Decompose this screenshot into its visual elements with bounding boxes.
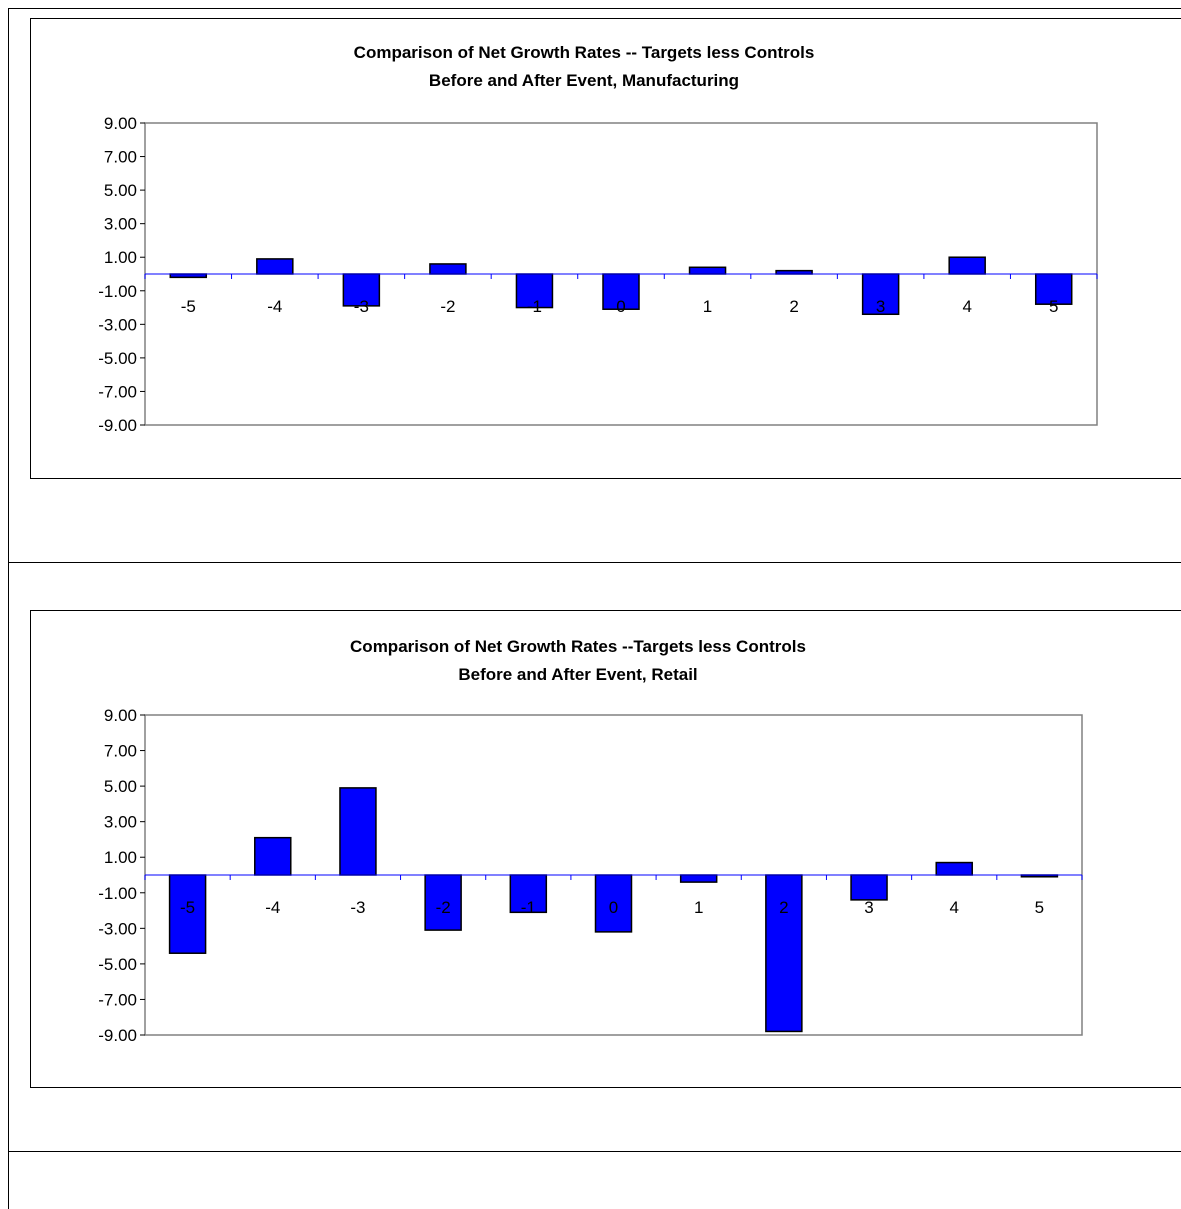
x-tick-label: -3 xyxy=(354,297,369,316)
x-tick-label: 1 xyxy=(694,898,703,917)
bar xyxy=(424,874,462,931)
section-divider xyxy=(8,562,1181,563)
x-tick-label: 2 xyxy=(779,898,788,917)
chart-title: Comparison of Net Growth Rates -- Target… xyxy=(354,43,815,62)
y-tick-label: 5.00 xyxy=(104,181,137,200)
y-tick-label: -7.00 xyxy=(98,382,137,401)
x-tick-label: 1 xyxy=(703,297,712,316)
bar xyxy=(679,874,718,883)
y-tick-label: 3.00 xyxy=(104,215,137,234)
y-tick-label: -1.00 xyxy=(98,282,137,301)
bar xyxy=(594,874,633,933)
y-tick-label: 5.00 xyxy=(104,777,137,796)
bar xyxy=(1034,273,1073,305)
y-tick-label: 7.00 xyxy=(104,148,137,167)
x-tick-label: 5 xyxy=(1049,297,1058,316)
x-tick-label: -3 xyxy=(350,898,365,917)
x-tick-label: -4 xyxy=(265,898,280,917)
x-tick-label: -5 xyxy=(181,297,196,316)
x-tick-label: -5 xyxy=(180,898,195,917)
x-tick-label: -2 xyxy=(436,898,451,917)
bar xyxy=(429,263,467,275)
chart-subtitle: Before and After Event, Retail xyxy=(458,665,697,684)
x-tick-label: 2 xyxy=(789,297,798,316)
x-tick-label: -4 xyxy=(267,297,282,316)
chart-retail: Comparison of Net Growth Rates --Targets… xyxy=(30,610,1181,1088)
y-tick-label: -7.00 xyxy=(98,990,137,1009)
x-tick-label: 5 xyxy=(1035,898,1044,917)
y-tick-label: 7.00 xyxy=(104,742,137,761)
y-tick-label: -5.00 xyxy=(98,349,137,368)
y-tick-label: -1.00 xyxy=(98,884,137,903)
bar xyxy=(509,874,548,914)
chart-subtitle: Before and After Event, Manufacturing xyxy=(429,71,739,90)
bar xyxy=(339,787,377,876)
x-tick-label: 0 xyxy=(609,898,618,917)
bar xyxy=(342,273,381,307)
x-tick-label: -1 xyxy=(527,297,542,316)
x-tick-label: 4 xyxy=(962,297,971,316)
section-divider xyxy=(8,1151,1181,1152)
y-tick-label: 9.00 xyxy=(104,706,137,725)
bar xyxy=(688,266,727,275)
bar xyxy=(948,256,986,275)
bar xyxy=(169,273,208,279)
y-tick-label: -3.00 xyxy=(98,315,137,334)
x-tick-label: 4 xyxy=(949,898,958,917)
x-tick-label: -1 xyxy=(521,898,536,917)
bar xyxy=(256,258,294,275)
bar xyxy=(775,269,813,275)
y-tick-label: -9.00 xyxy=(98,1026,137,1045)
chart-title: Comparison of Net Growth Rates --Targets… xyxy=(350,637,806,656)
chart-manufacturing: Comparison of Net Growth Rates -- Target… xyxy=(30,18,1181,479)
chart-manufacturing-plot: Comparison of Net Growth Rates -- Target… xyxy=(98,43,1098,435)
y-tick-label: -3.00 xyxy=(98,919,137,938)
y-tick-label: 9.00 xyxy=(104,114,137,133)
bar xyxy=(254,836,292,876)
y-tick-label: 1.00 xyxy=(104,848,137,867)
x-tick-label: 0 xyxy=(616,297,625,316)
x-tick-label: 3 xyxy=(876,297,885,316)
x-tick-label: 3 xyxy=(864,898,873,917)
y-tick-label: -9.00 xyxy=(98,416,137,435)
y-tick-label: 3.00 xyxy=(104,813,137,832)
chart-retail-plot: Comparison of Net Growth Rates --Targets… xyxy=(98,637,1083,1045)
x-tick-label: -2 xyxy=(440,297,455,316)
bar xyxy=(935,861,973,876)
y-tick-label: -5.00 xyxy=(98,955,137,974)
bar xyxy=(168,874,207,954)
y-tick-label: 1.00 xyxy=(104,248,137,267)
page-frame xyxy=(8,8,1181,1209)
bar xyxy=(850,874,888,901)
